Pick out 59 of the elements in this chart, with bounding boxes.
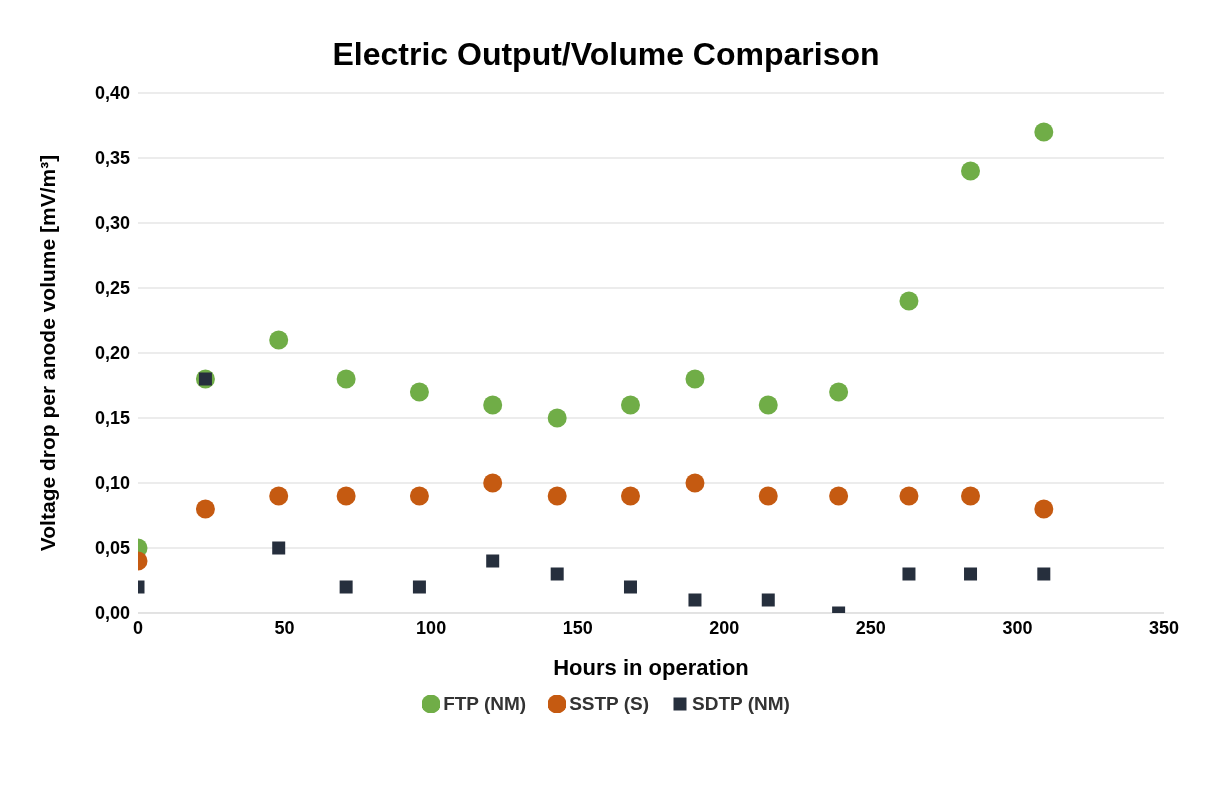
legend-label: SDTP (NM): [692, 693, 790, 715]
x-tick-label: 50: [274, 617, 295, 638]
x-tick-label: 300: [1002, 617, 1033, 638]
x-tick-label: 100: [416, 617, 447, 638]
y-tick-label: 0,30: [94, 213, 130, 234]
point: [483, 473, 503, 493]
point: [1034, 499, 1054, 519]
x-tick-label: 150: [562, 617, 593, 638]
x-tick-label: 250: [855, 617, 886, 638]
point: [550, 567, 564, 581]
point: [758, 486, 778, 506]
point: [195, 499, 215, 519]
point: [961, 161, 981, 181]
point: [685, 473, 705, 493]
point: [486, 554, 500, 568]
y-tick-label: 0,20: [94, 343, 130, 364]
x-tick-label: 0: [132, 617, 144, 638]
point: [409, 382, 429, 402]
point: [409, 486, 429, 506]
point: [899, 291, 919, 311]
y-tick-label: 0,10: [94, 473, 130, 494]
point: [902, 567, 916, 581]
point: [620, 395, 640, 415]
point: [339, 580, 353, 594]
point: [336, 369, 356, 389]
point: [272, 541, 286, 555]
point: [1034, 122, 1054, 142]
point: [620, 486, 640, 506]
point: [547, 486, 567, 506]
legend-label: FTP (NM): [443, 693, 527, 715]
point: [899, 486, 919, 506]
point: [758, 395, 778, 415]
y-axis-title: Voltage drop per anode volume [mV/m³]: [36, 154, 60, 552]
point: [547, 408, 567, 428]
y-tick-label: 0,25: [94, 278, 130, 299]
point: [483, 395, 503, 415]
point: [964, 567, 978, 581]
point: [623, 580, 637, 594]
y-tick-label: 0,35: [94, 148, 130, 169]
point: [269, 486, 289, 506]
legend-label: SSTP (S): [569, 693, 650, 715]
y-tick-label: 0,40: [94, 83, 130, 104]
y-tick-label: 0,05: [94, 538, 130, 559]
x-axis-title: Hours in operation: [553, 655, 749, 680]
point: [688, 593, 702, 607]
point: [1037, 567, 1051, 581]
point: [685, 369, 705, 389]
point: [336, 486, 356, 506]
point: [761, 593, 775, 607]
y-tick-label: 0,15: [94, 408, 130, 429]
x-tick-label: 350: [1148, 617, 1180, 638]
point: [412, 580, 426, 594]
point: [829, 486, 849, 506]
y-tick-label: 0,00: [94, 603, 130, 624]
chart-title: Electric Output/Volume Comparison: [331, 35, 881, 73]
point: [269, 330, 289, 350]
point: [829, 382, 849, 402]
point: [961, 486, 981, 506]
x-tick-label: 200: [709, 617, 740, 638]
